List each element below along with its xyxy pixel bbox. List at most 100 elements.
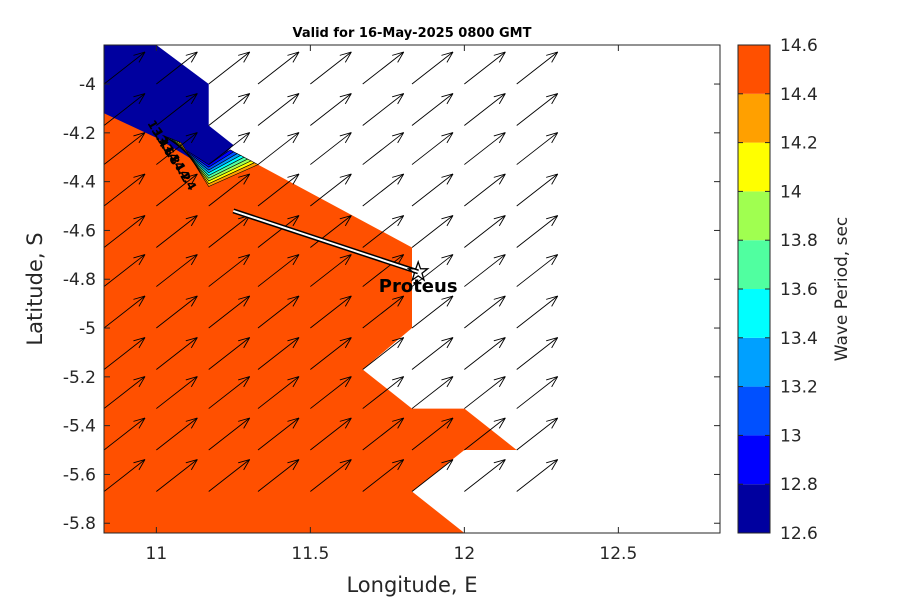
wave-arrow: [104, 93, 146, 126]
colorbar-band: [738, 289, 770, 338]
wave-arrow: [156, 51, 198, 85]
wave-arrow: [104, 337, 146, 370]
colorbar-band: [738, 45, 770, 94]
wave-arrow: [411, 417, 454, 451]
wave-arrow: [208, 254, 251, 287]
wave-arrow: [156, 417, 198, 451]
wave-arrow: [104, 376, 146, 409]
wave-arrow: [257, 459, 300, 492]
wave-arrow: [257, 295, 300, 329]
wave-arrow: [411, 337, 454, 370]
wave-arrow: [464, 295, 506, 329]
wave-arrow: [411, 459, 454, 492]
colorbar-tick-label: 12.6: [780, 524, 818, 544]
colorbar-band: [738, 435, 770, 485]
wave-arrow: [156, 45, 158, 46]
colorbar-band: [738, 93, 770, 143]
colorbar-tick-label: 13.6: [780, 280, 818, 300]
wave-arrow: [156, 173, 198, 207]
wave-arrow: [362, 295, 405, 329]
colorbar-tick-label: 12.8: [780, 475, 818, 495]
wave-arrow: [516, 337, 559, 370]
wave-arrow: [208, 45, 210, 46]
x-axis: 11 11.5 12 12.5: [146, 45, 637, 564]
wave-arrow: [257, 337, 300, 370]
chart-title: Valid for 16-May-2025 0800 GMT: [293, 26, 532, 41]
y-tick-label: -4.6: [63, 221, 96, 241]
wave-arrow: [362, 417, 405, 451]
wave-arrow: [411, 254, 454, 287]
wave-arrow: [362, 376, 405, 409]
wave-arrow: [516, 254, 559, 287]
wave-arrow: [156, 132, 198, 165]
colorbar-tick-label: 14: [780, 182, 802, 202]
wave-arrow: [257, 51, 300, 85]
colorbar-tick-label: 14.2: [780, 134, 818, 154]
wave-arrow: [516, 459, 559, 492]
colorbar-tick-label: 13.4: [780, 329, 818, 349]
y-tick-label: -5: [79, 319, 96, 339]
wave-arrow: [208, 337, 251, 370]
wave-arrow: [310, 337, 352, 370]
wave-arrow: [310, 459, 352, 492]
wave-arrow: [208, 459, 251, 492]
wave-arrow: [310, 132, 352, 165]
wave-arrow: [411, 215, 454, 248]
y-tick-label: -4.8: [63, 270, 96, 290]
wave-arrow: [104, 51, 146, 85]
colorbar-tick-label: 14.6: [780, 36, 818, 56]
colorbar: 12.6 12.8 13 13.2 13.4 13.6 13.8 14 14.2 14.4 14.6: [737, 36, 818, 544]
wave-arrow: [516, 417, 559, 451]
wave-arrow: [208, 376, 251, 409]
wave-arrow: [208, 93, 251, 126]
wave-arrow: [104, 254, 146, 287]
colorbar-band: [738, 337, 770, 387]
wave-arrow: [156, 295, 198, 329]
colorbar-tick-label: 13.2: [780, 378, 818, 398]
wave-arrow: [362, 215, 405, 248]
wave-arrow: [257, 93, 300, 126]
wave-arrow: [156, 254, 198, 287]
x-tick-label: 11.5: [291, 544, 329, 564]
wave-arrow: [104, 45, 105, 46]
y-tick-label: -4: [79, 75, 96, 95]
colorbar-tick-label: 14.4: [780, 85, 818, 105]
wave-arrow: [257, 376, 300, 409]
colorbar-label: Wave Period, sec: [832, 217, 852, 362]
wave-arrow: [208, 173, 251, 207]
y-tick-label: -5.2: [63, 368, 96, 388]
marker-star: [406, 259, 430, 282]
marker-label: Proteus: [379, 276, 458, 297]
wave-arrow: [411, 93, 454, 126]
wave-arrow: [208, 295, 251, 329]
wave-arrow: [156, 215, 198, 248]
wave-arrow: [310, 254, 352, 287]
wave-arrow: [257, 417, 300, 451]
wave-arrow: [310, 173, 352, 207]
x-axis-label: Longitude, E: [346, 573, 477, 597]
wave-arrow: [516, 376, 559, 409]
wave-arrow: [411, 376, 454, 409]
wave-arrow: [310, 51, 352, 85]
y-tick-label: -5.6: [63, 465, 96, 485]
wave-arrow: [411, 51, 454, 85]
wave-arrow: [156, 376, 198, 409]
wave-arrow: [104, 459, 146, 492]
wave-arrow: [310, 93, 352, 126]
colorbar-tick-label: 13: [780, 426, 802, 446]
wave-arrow: [310, 376, 352, 409]
y-axis-label: Latitude, S: [23, 232, 47, 345]
wave-arrow: [156, 337, 198, 370]
colorbar-tick-label: 13.8: [780, 231, 818, 251]
wave-arrow: [516, 51, 559, 85]
track-line: [233, 209, 419, 273]
contour-band-8: [177, 141, 259, 187]
wave-arrow: [516, 215, 559, 248]
colorbar-band: [738, 142, 770, 192]
wave-arrow: [362, 173, 405, 207]
wave-arrow: [362, 51, 405, 85]
wave-arrow: [464, 459, 506, 492]
colorbar-band: [738, 191, 770, 241]
